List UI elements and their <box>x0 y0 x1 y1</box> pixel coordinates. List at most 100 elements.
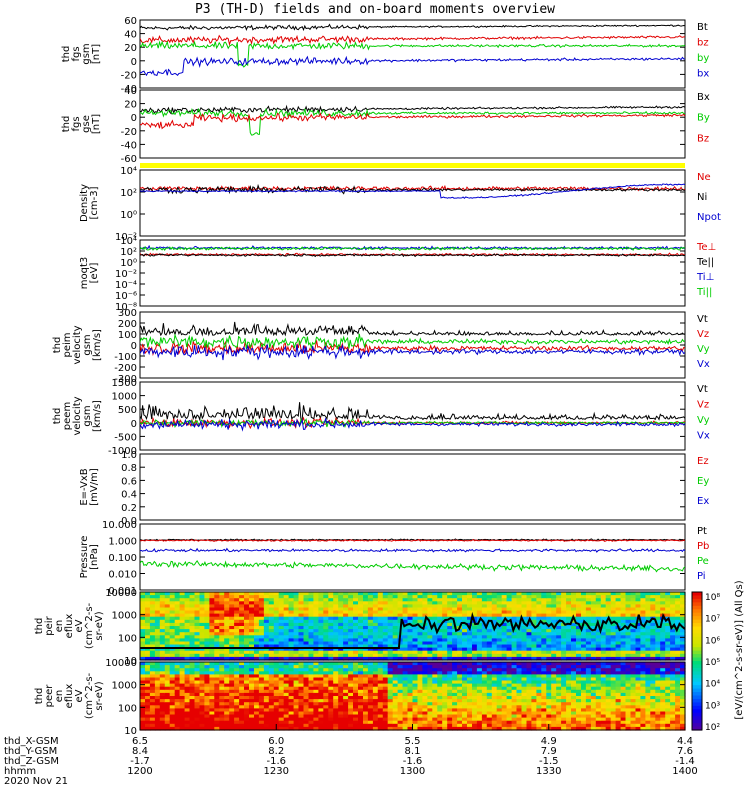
heat-cell <box>452 686 458 691</box>
heat-cell <box>392 674 399 679</box>
heat-cell <box>447 708 453 713</box>
heat-cell <box>670 598 676 602</box>
heat-cell <box>258 671 265 675</box>
heat-cell <box>283 677 290 682</box>
heat-cell <box>229 696 235 700</box>
heat-cell <box>397 610 404 615</box>
heat-cell <box>531 717 537 722</box>
heat-cell <box>427 702 433 706</box>
heat-cell <box>169 641 176 646</box>
heat-cell <box>585 622 592 627</box>
heat-cell <box>452 653 458 658</box>
heat-cell <box>209 647 215 652</box>
heat-cell <box>164 613 171 618</box>
heat-cell <box>278 607 285 612</box>
heat-cell <box>566 726 572 731</box>
heat-cell <box>313 677 319 682</box>
heat-cell <box>353 674 359 679</box>
panel-frame <box>139 169 686 237</box>
heat-cell <box>358 653 364 658</box>
heat-cell <box>412 604 419 609</box>
heat-cell <box>412 714 419 719</box>
heat-cell <box>273 626 280 630</box>
heat-cell <box>521 717 528 722</box>
heat-cell <box>576 705 582 709</box>
heat-cell <box>506 671 513 675</box>
heat-cell <box>303 641 310 646</box>
heat-cell <box>298 692 305 697</box>
heat-cell <box>561 613 567 618</box>
heat-cell <box>293 644 300 649</box>
heat-cell <box>278 629 285 633</box>
heat-cell <box>258 604 265 609</box>
heat-cell <box>338 641 344 646</box>
heat-cell <box>397 677 404 682</box>
heat-cell <box>154 699 161 703</box>
heat-cell <box>630 665 637 669</box>
legend-Vy: Vy <box>697 344 710 355</box>
heat-cell <box>675 647 681 652</box>
heat-cell <box>164 699 171 703</box>
heat-cell <box>382 632 389 636</box>
heat-cell <box>149 702 156 706</box>
heat-cell <box>576 714 582 719</box>
heat-cell <box>590 696 597 700</box>
heat-cell <box>239 699 245 703</box>
heat-cell <box>521 595 528 599</box>
heat-cell <box>219 647 225 652</box>
heat-cell <box>387 686 394 691</box>
heat-cell <box>407 613 414 618</box>
heat-cell <box>328 665 334 669</box>
heat-cell <box>382 641 389 646</box>
heat-cell <box>318 598 324 602</box>
heat-cell <box>536 610 542 615</box>
heat-cell <box>204 644 210 649</box>
heat-cell <box>318 705 324 709</box>
heat-cell <box>660 610 666 615</box>
heat-cell <box>620 613 627 618</box>
heat-cell <box>506 665 513 669</box>
heat-cell <box>412 705 419 709</box>
heat-cell <box>254 671 260 675</box>
heat-cell <box>551 629 557 633</box>
heat-cell <box>630 656 637 661</box>
heat-cell <box>377 610 384 615</box>
heat-cell <box>199 622 206 627</box>
heat-cell <box>452 683 458 688</box>
heat-cell <box>328 699 334 703</box>
heat-cell <box>645 629 651 633</box>
heat-cell <box>219 601 225 605</box>
heat-cell <box>496 671 503 675</box>
heat-cell <box>179 702 186 706</box>
heat-cell <box>303 638 310 643</box>
heat-cell <box>338 595 344 599</box>
heat-cell <box>476 638 483 643</box>
heat-cell <box>670 619 676 624</box>
heat-cell <box>288 644 295 649</box>
heat-cell <box>402 598 409 602</box>
heat-cell <box>655 665 661 669</box>
heat-cell <box>655 616 661 621</box>
heat-cell <box>318 656 324 661</box>
heat-cell <box>323 598 329 602</box>
heat-cell <box>595 699 602 703</box>
heat-cell <box>224 674 230 679</box>
heat-cell <box>140 638 146 643</box>
heat-cell <box>382 604 389 609</box>
heat-cell <box>645 677 651 682</box>
heat-cell <box>620 629 627 633</box>
heat-cell <box>526 668 533 672</box>
heat-cell <box>561 610 567 615</box>
heat-cell <box>244 723 250 728</box>
heat-cell <box>189 610 196 615</box>
heat-cell <box>154 720 161 725</box>
heat-cell <box>214 616 220 621</box>
heat-cell <box>328 632 334 636</box>
heat-cell <box>328 638 334 643</box>
heat-cell <box>615 616 622 621</box>
heat-cell <box>521 696 528 700</box>
heat-cell <box>556 686 562 691</box>
heat-cell <box>244 644 250 649</box>
heat-cell <box>179 686 186 691</box>
heat-cell <box>590 717 597 722</box>
